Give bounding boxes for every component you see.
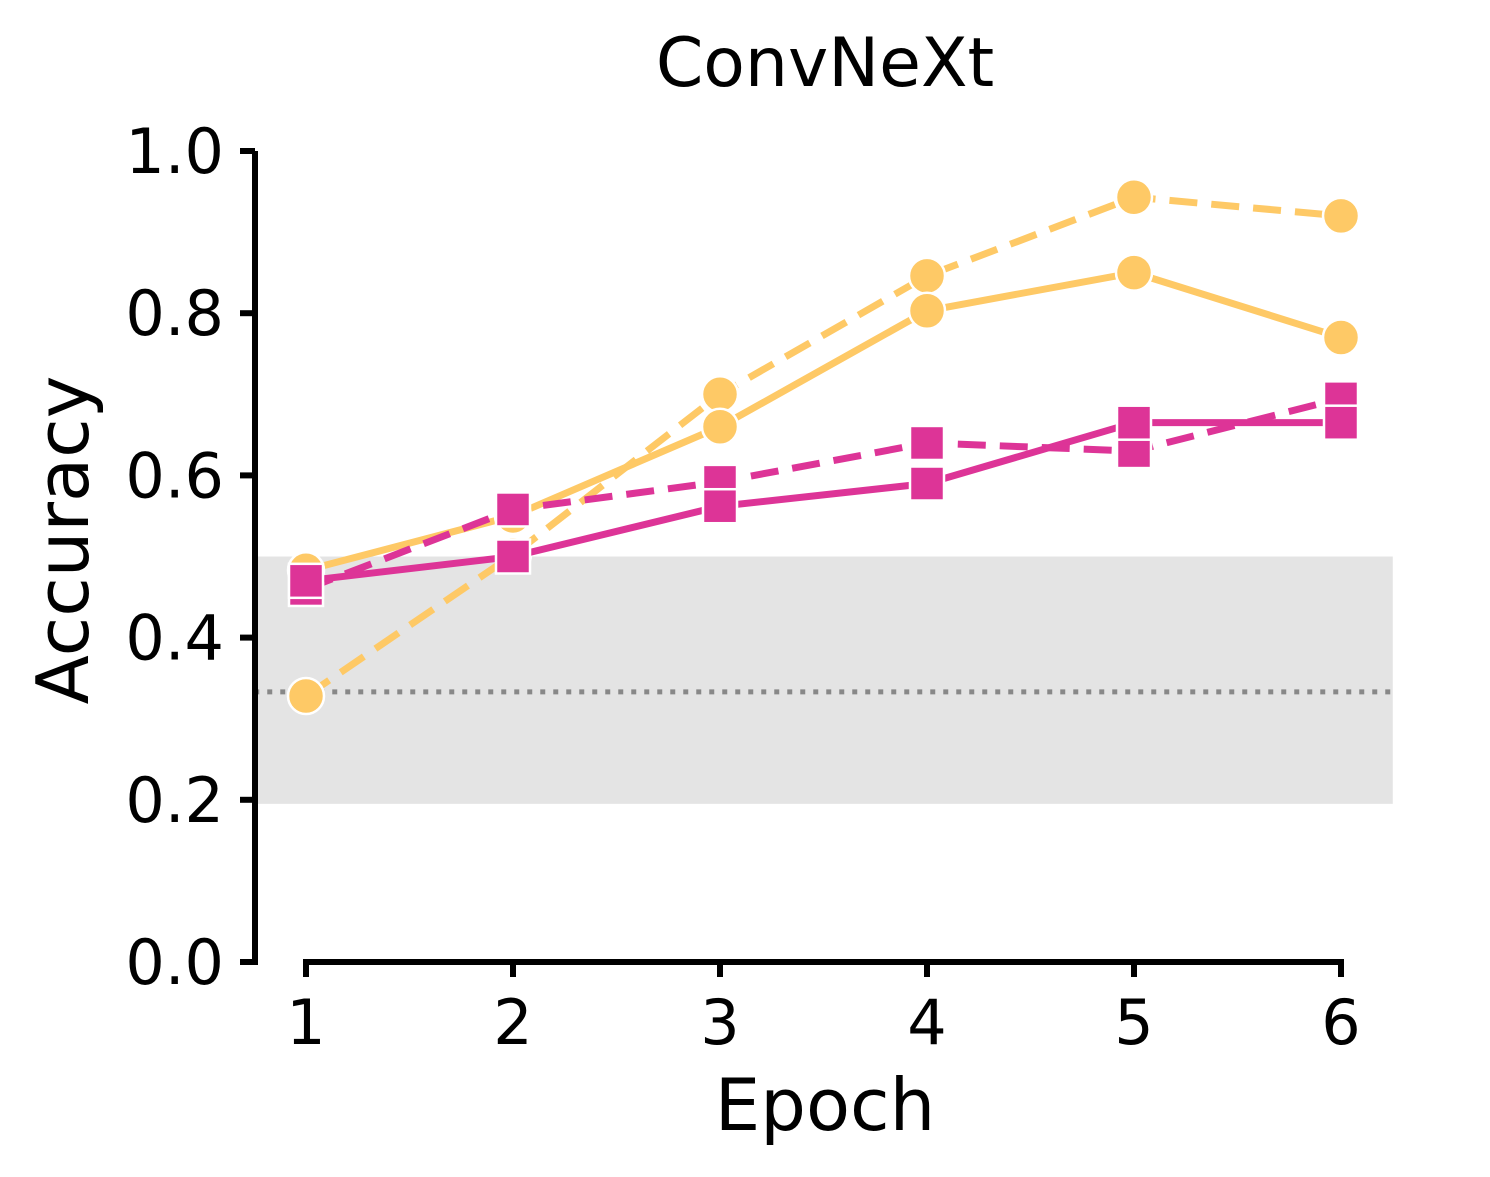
series-2-point-6 [1321,318,1361,357]
series-4-point-4 [908,465,946,502]
x-tick-label: 5 [1114,986,1153,1059]
series-4-point-1 [287,562,325,600]
y-tick-label: 0.0 [125,926,224,999]
x-tick-label: 6 [1321,986,1360,1059]
x-tick-label: 4 [907,986,946,1059]
series-4-point-6 [1322,404,1360,441]
series-line-4 [305,419,1341,585]
series-1-point-3 [700,375,740,414]
y-tick-label: 0.6 [125,439,224,512]
series-1-point-4 [907,256,947,296]
x-tick-label: 2 [493,986,532,1059]
series-3-point-2 [494,491,532,528]
series-4-point-3 [701,487,739,525]
series-1-point-5 [1114,177,1154,217]
series-2-point-4 [907,291,947,331]
y-tick-label: 0.2 [125,764,224,837]
y-tick-label: 0.8 [125,277,224,350]
chart-title: ConvNeXt [656,24,994,103]
series-4-point-5 [1115,404,1153,441]
series-4-point-2 [494,538,532,575]
series-1-point-6 [1321,196,1361,236]
y-tick-label: 1.0 [125,115,224,188]
series-2-point-5 [1114,253,1154,292]
y-axis-label: Accuracy [21,376,105,705]
shaded-band [254,556,1393,804]
series-line-3 [304,394,1342,593]
x-axis-label: Epoch [715,1063,935,1147]
x-tick-label: 3 [700,986,739,1059]
series-3-point-4 [908,424,946,462]
x-tick-label: 1 [286,986,325,1059]
y-tick-label: 0.4 [125,602,224,675]
series-2-point-3 [700,407,740,446]
series-line-1 [304,193,1342,699]
plot-area: 0.0 0.2 0.4 0.6 0.8 1.0 1 2 3 4 5 6 [125,115,1393,1059]
series-1-point-1 [286,676,326,716]
